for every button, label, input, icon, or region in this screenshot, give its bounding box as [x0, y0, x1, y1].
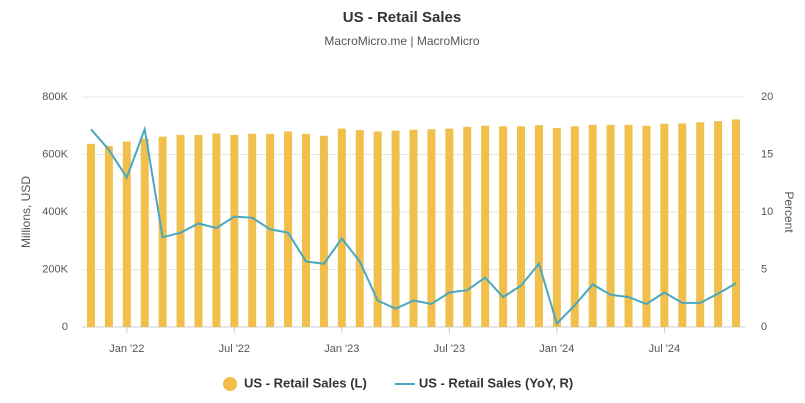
legend-label: US - Retail Sales (YoY, R) [419, 375, 573, 390]
y2-tick-label: 20 [761, 91, 773, 103]
y-tick-label: 200K [42, 263, 68, 275]
bar [588, 124, 597, 327]
bar [517, 126, 526, 327]
bar [463, 126, 472, 328]
bar [445, 128, 454, 327]
bar [86, 143, 95, 327]
x-tick-label: Jan '22 [109, 343, 144, 355]
y-tick-label: 0 [62, 321, 68, 333]
bar [499, 126, 508, 327]
bar [732, 119, 741, 327]
bar [337, 128, 346, 327]
bar [570, 126, 579, 327]
y-tick-label: 400K [42, 206, 68, 218]
legend-label: US - Retail Sales (L) [244, 375, 367, 390]
bar [714, 121, 723, 328]
y2-axis-label: Percent [782, 191, 796, 233]
bar [642, 125, 651, 327]
chart-title: US - Retail Sales [343, 9, 461, 26]
y2-tick-label: 0 [761, 321, 767, 333]
bar [409, 129, 418, 327]
x-tick-label: Jan '24 [539, 343, 574, 355]
bar [534, 125, 543, 327]
bar [194, 134, 203, 327]
bar [122, 141, 131, 327]
bar [319, 135, 328, 327]
x-tick-label: Jul '22 [219, 343, 250, 355]
bar [696, 122, 705, 327]
bar [678, 123, 687, 327]
bar [266, 133, 275, 327]
chart-subtitle: MacroMicro.me | MacroMicro [324, 34, 479, 48]
bar [176, 134, 185, 327]
bar [481, 125, 490, 327]
bar [552, 128, 561, 327]
bar [606, 124, 615, 327]
bar [212, 133, 221, 327]
y-axis-label: Millions, USD [19, 176, 33, 248]
y2-tick-label: 10 [761, 206, 773, 218]
bar [355, 130, 364, 327]
bar [230, 134, 239, 327]
bar [427, 129, 436, 327]
x-tick-label: Jul '23 [434, 343, 465, 355]
bar [660, 123, 669, 327]
bar [373, 131, 382, 327]
y-tick-label: 800K [42, 91, 68, 103]
bar [284, 131, 293, 327]
x-tick-label: Jul '24 [649, 343, 680, 355]
bar [248, 133, 257, 327]
bar [391, 130, 400, 327]
legend-swatch [223, 377, 237, 391]
bar [624, 124, 633, 327]
line [90, 125, 737, 326]
y-tick-label: 600K [42, 148, 68, 160]
y2-tick-label: 5 [761, 263, 767, 275]
bar [301, 133, 310, 327]
bar [140, 138, 149, 327]
x-tick-label: Jan '23 [324, 343, 359, 355]
bar [104, 145, 113, 327]
y2-tick-label: 15 [761, 148, 773, 160]
